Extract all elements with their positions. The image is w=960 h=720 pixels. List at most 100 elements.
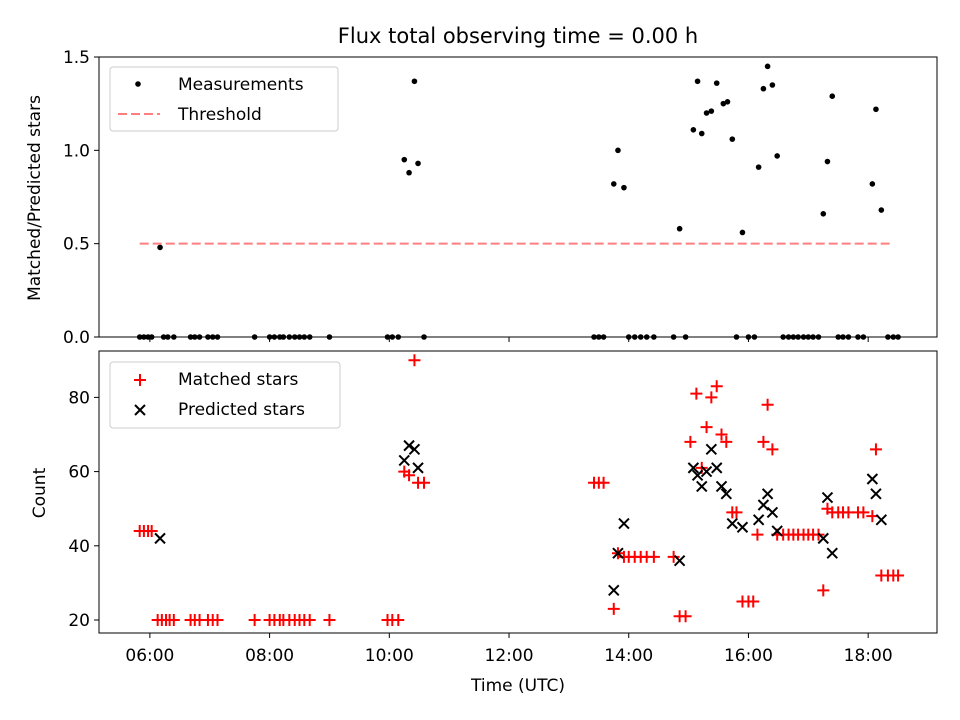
- predicted-star-point: [412, 462, 424, 474]
- measurement-point: [729, 136, 736, 142]
- predicted-star-point: [398, 454, 410, 467]
- predicted-star-point: [757, 499, 770, 511]
- predicted-star-point: [761, 488, 774, 500]
- matched-star-point: [857, 506, 870, 519]
- predicted-star-point: [608, 584, 620, 597]
- predicted-star-point: [866, 473, 879, 485]
- predicted-star-point: [154, 532, 166, 545]
- matched-star-point: [705, 391, 718, 404]
- matched-star-point: [720, 435, 733, 448]
- legend-dot-marker: [135, 81, 141, 87]
- matched-star-point: [715, 428, 728, 441]
- legend-x-marker: [134, 404, 146, 416]
- legend-box: [109, 66, 339, 132]
- measurement-point: [694, 78, 701, 85]
- plot-frame: [98, 350, 938, 634]
- predicted-star-point: [720, 488, 733, 500]
- measurement-point: [774, 153, 780, 159]
- predicted-star-point: [705, 443, 718, 456]
- legend-label-predicted-stars: Predicted stars: [178, 400, 305, 420]
- matched-star-point: [408, 354, 421, 367]
- measurement-point: [739, 229, 746, 236]
- measurement-point: [724, 99, 731, 105]
- matched-star-point: [303, 614, 316, 627]
- measurement-point: [878, 207, 885, 213]
- predicted-star-point: [612, 547, 624, 559]
- matched-star-point: [690, 387, 703, 400]
- matched-star-point: [869, 443, 882, 456]
- x-tick-label: 14:00: [604, 646, 653, 666]
- measurement-point: [713, 80, 720, 86]
- matched-star-point: [684, 435, 697, 448]
- y-axis-label: Count: [30, 467, 50, 518]
- matched-star-point: [892, 569, 905, 582]
- matched-star-point: [757, 435, 770, 448]
- predicted-star-point: [696, 480, 708, 493]
- matched-star-point: [766, 443, 779, 456]
- x-tick-label: 10:00: [365, 646, 414, 666]
- matched-star-point: [418, 476, 431, 489]
- y-tick-label: 60: [68, 463, 90, 483]
- legend-label-measurements: Measurements: [178, 75, 304, 95]
- x-tick-label: 16:00: [724, 646, 773, 666]
- measurement-point: [708, 108, 715, 114]
- matched-star-point: [730, 506, 743, 519]
- measurement-point: [406, 169, 412, 176]
- matched-star-point: [248, 614, 261, 627]
- matched-star-point: [679, 610, 692, 623]
- predicted-star-point: [766, 506, 779, 519]
- measurement-point: [760, 85, 767, 92]
- matched-star-point: [751, 528, 764, 541]
- y-tick-label: 1.5: [63, 48, 90, 68]
- measurement-point: [411, 78, 418, 85]
- measurement-point: [676, 225, 683, 232]
- legend: Matched stars Predicted stars: [109, 361, 341, 429]
- predicted-star-point: [875, 514, 888, 526]
- predicted-star-point: [817, 532, 829, 545]
- measurement-point: [690, 127, 697, 133]
- matched-star-point: [747, 595, 760, 608]
- predicted-star-point: [700, 465, 713, 478]
- predicted-star-point: [687, 462, 700, 474]
- predicted-star-point: [752, 514, 765, 526]
- matched-star-point: [211, 614, 224, 627]
- predicted-star-point: [408, 443, 421, 456]
- y-tick-label: 1.0: [63, 141, 90, 161]
- y-tick-label: 0.0: [63, 328, 90, 348]
- matched-star-point: [323, 614, 336, 627]
- matched-star-point: [700, 421, 713, 434]
- x-tick-label: 08:00: [245, 646, 294, 666]
- measurement-point: [869, 181, 876, 187]
- predicted-star-point: [821, 491, 834, 504]
- measurement-point: [824, 158, 831, 165]
- y-tick-label: 40: [68, 537, 90, 557]
- matched-star-point: [667, 550, 680, 563]
- measurement-point: [720, 100, 727, 107]
- measurement-point: [615, 147, 621, 154]
- predicted-star-point: [618, 517, 630, 530]
- predicted-star-point: [715, 480, 728, 493]
- predicted-star-point: [726, 517, 738, 530]
- measurement-point: [401, 156, 408, 163]
- axis-ticks: 0.0 0.5 1.0 1.5: [63, 48, 869, 348]
- predicted-star-point: [826, 547, 838, 559]
- measurement-point: [764, 63, 771, 70]
- chart-title: Flux total observing time = 0.00 h: [338, 24, 698, 48]
- matched-star-point: [647, 550, 660, 563]
- predicted-star-point: [691, 469, 704, 482]
- predicted-star-point: [673, 554, 686, 567]
- ratio-panel: Flux total observing time = 0.00 h Match…: [25, 24, 938, 348]
- matched-star-point: [167, 614, 180, 627]
- measurement-point: [610, 181, 617, 187]
- matched-star-point: [403, 469, 416, 482]
- predicted-star-point: [771, 525, 783, 537]
- y-tick-label: 80: [68, 388, 90, 408]
- plot-area: [133, 354, 905, 627]
- x-tick-label: 06:00: [125, 646, 174, 666]
- measurement-point: [157, 244, 163, 251]
- matched-star-point: [710, 380, 723, 393]
- y-tick-label: 0.5: [63, 235, 90, 255]
- matched-star-point: [392, 614, 405, 627]
- predicted-star-point: [736, 521, 749, 533]
